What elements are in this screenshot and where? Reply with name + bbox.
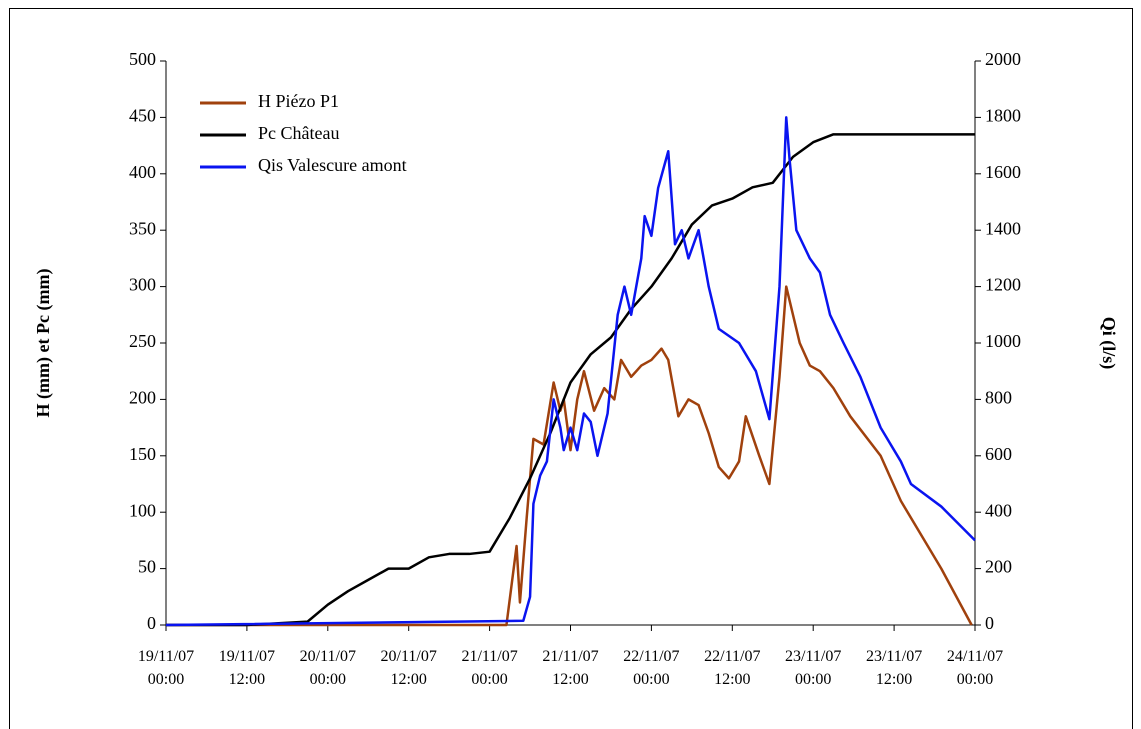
series-line	[165, 116, 976, 627]
chart-frame	[9, 8, 1133, 729]
x-tick-label: 19/11/07 12:00	[218, 648, 276, 688]
x-tick-label: 22/11/07 00:00	[623, 648, 680, 688]
x-tick-label: 23/11/07 00:00	[785, 648, 842, 688]
y-tick-label: 350	[129, 218, 156, 238]
y-tick-label: 200	[129, 388, 156, 408]
series-line	[166, 133, 975, 627]
y-tick-label: 100	[129, 500, 156, 520]
x-tick-label: 23/11/07 12:00	[865, 648, 923, 688]
legend-label: Qis Valescure amont	[258, 155, 407, 175]
y2-tick-label: 600	[985, 444, 1012, 464]
y2-tick-label: 800	[985, 388, 1012, 408]
y-tick-label: 0	[147, 613, 156, 633]
y-tick-label: 300	[129, 275, 156, 295]
x-tick-label: 21/11/07 12:00	[542, 648, 599, 688]
y-tick-label: 500	[129, 49, 156, 69]
x-tick-label: 24/11/07 00:00	[946, 648, 1004, 688]
y2-tick-label: 1200	[985, 275, 1021, 295]
y2-tick-label: 200	[985, 557, 1012, 577]
y-tick-label: 400	[129, 162, 156, 182]
x-tick-label: 21/11/07 00:00	[461, 648, 518, 688]
legend-label: Pc Château	[258, 123, 339, 143]
y-tick-label: 450	[129, 106, 156, 126]
y2-tick-label: 0	[985, 613, 994, 633]
y2-tick-label: 1000	[985, 331, 1021, 351]
y-tick-label: 50	[138, 557, 156, 577]
y2-axis-label: Qi (l/s)	[1098, 317, 1119, 370]
y-axis-label: H (mm) et Pc (mm)	[33, 269, 54, 418]
y2-tick-label: 1800	[985, 106, 1021, 126]
x-tick-label: 20/11/07 00:00	[299, 648, 356, 688]
series-line	[166, 285, 973, 627]
x-tick-label: 22/11/07 12:00	[704, 648, 761, 688]
y2-tick-label: 400	[985, 500, 1012, 520]
y-tick-label: 250	[129, 331, 156, 351]
y2-tick-label: 1600	[985, 162, 1021, 182]
y2-tick-label: 2000	[985, 49, 1021, 69]
x-tick-label: 19/11/07 00:00	[137, 648, 195, 688]
x-tick-label: 20/11/07 12:00	[380, 648, 437, 688]
y-tick-label: 150	[129, 444, 156, 464]
y2-tick-label: 1400	[985, 218, 1021, 238]
legend-label: H Piézo P1	[258, 91, 339, 111]
